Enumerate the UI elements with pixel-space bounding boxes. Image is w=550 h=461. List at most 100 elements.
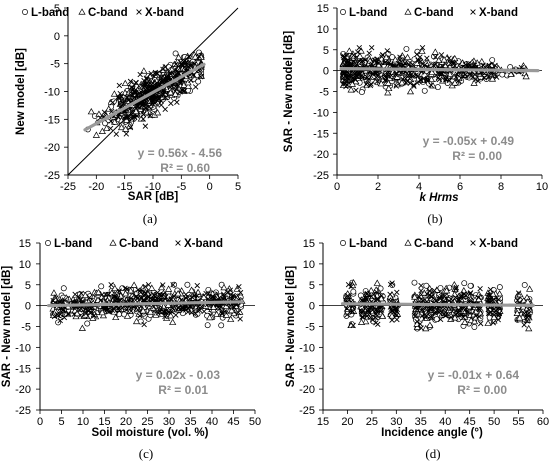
point-x-band <box>189 294 195 300</box>
point-x-band <box>418 282 424 289</box>
point-x-band <box>201 308 207 315</box>
point-x-band <box>383 74 389 81</box>
point-c-band <box>362 317 370 325</box>
point-x-band <box>397 54 403 60</box>
point-x-band <box>421 75 427 82</box>
point-x-band <box>492 62 498 69</box>
point-c-band <box>451 314 459 321</box>
point-x-band <box>109 307 116 314</box>
point-x-band <box>430 62 437 69</box>
x-tick-label: 15 <box>98 416 110 428</box>
point-x-band <box>437 316 444 323</box>
point-c-band <box>384 79 392 86</box>
point-x-band <box>155 310 161 316</box>
point-x-band <box>140 116 146 122</box>
regression-equation: y = -0.05x + 0.49 <box>423 134 515 148</box>
point-x-band <box>162 313 168 320</box>
point-c-band <box>345 47 353 54</box>
legend-label: L-band <box>349 7 387 19</box>
point-x-band <box>354 73 361 79</box>
y-tick-label: -15 <box>313 128 329 140</box>
point-x-band <box>103 291 109 298</box>
point-c-band <box>50 289 58 296</box>
y-tick-label: 10 <box>303 259 315 271</box>
point-x-band <box>353 87 359 93</box>
point-x-band <box>453 284 459 291</box>
point-x-band <box>476 313 482 320</box>
point-c-band <box>121 125 130 132</box>
point-x-band <box>152 69 159 76</box>
point-x-band <box>162 94 169 101</box>
chart-panel-b: 0 2 4 6 8 10 -25 -20 -15 -10 -5 0 5 10 15 L-band C-band X… <box>283 3 548 226</box>
x-tick-label: 30 <box>390 416 402 428</box>
x-tick-label: 0 <box>334 181 340 193</box>
point-x-band <box>71 311 77 317</box>
x-tick-label: 5 <box>235 181 241 193</box>
y-tick-label: 10 <box>317 24 329 36</box>
point-x-band <box>364 313 370 319</box>
point-x-band <box>152 297 159 303</box>
point-x-band <box>164 75 171 81</box>
point-c-band <box>507 70 515 77</box>
point-c-band <box>110 90 118 97</box>
point-x-band <box>360 308 367 314</box>
point-x-band <box>472 76 478 83</box>
point-x-band <box>375 321 381 328</box>
point-x-band <box>496 310 503 317</box>
point-c-band <box>525 324 533 332</box>
point-x-band <box>350 52 357 59</box>
y-tick-label: 15 <box>303 238 315 250</box>
point-x-band <box>117 90 123 97</box>
regression-equation: y = 0.56x - 4.56 <box>138 146 223 160</box>
point-x-band <box>359 72 365 79</box>
point-x-band <box>194 282 200 289</box>
x-tick-label: 20 <box>120 416 132 428</box>
point-c-band <box>451 54 459 62</box>
point-c-band <box>187 286 196 293</box>
point-c-band <box>89 314 97 321</box>
point-x-band <box>342 70 348 76</box>
point-l-band <box>461 280 468 287</box>
point-x-band <box>366 50 372 56</box>
point-c-band <box>81 291 89 299</box>
point-x-band <box>418 325 424 331</box>
point-x-band <box>230 295 237 302</box>
point-x-band <box>127 124 134 131</box>
y-tick-label: -10 <box>313 107 329 119</box>
point-x-band <box>108 118 114 124</box>
point-c-band <box>377 295 385 302</box>
legend-label: X-band <box>479 238 518 250</box>
point-x-band <box>128 308 134 314</box>
r-squared: R² = 0.60 <box>160 161 210 175</box>
point-x-band <box>352 76 358 83</box>
y-tick-label: -10 <box>15 342 31 354</box>
point-x-band <box>472 71 478 78</box>
point-x-band <box>475 306 482 312</box>
point-x-band <box>443 77 449 83</box>
point-x-band <box>54 311 61 317</box>
point-x-band <box>396 61 403 67</box>
point-x-band <box>419 313 425 319</box>
point-x-band <box>174 99 180 105</box>
point-c-band <box>130 281 138 288</box>
point-x-band <box>344 82 351 88</box>
x-tick-label: 25 <box>366 416 378 428</box>
point-x-band <box>179 305 186 312</box>
point-x-band <box>173 312 179 318</box>
point-c-band <box>52 307 60 315</box>
point-c-band <box>167 312 175 319</box>
point-l-band <box>204 322 211 329</box>
point-c-band <box>200 293 208 300</box>
point-c-band <box>366 57 374 64</box>
point-x-band <box>61 297 68 303</box>
point-c-band <box>140 67 148 74</box>
point-x-band <box>197 74 204 80</box>
point-x-band <box>107 125 114 132</box>
point-x-band <box>116 305 123 311</box>
point-x-band <box>185 309 191 315</box>
point-c-band <box>413 59 421 66</box>
point-x-band <box>452 294 459 301</box>
point-x-band <box>137 313 143 319</box>
point-c-band <box>227 315 235 322</box>
point-x-band <box>490 320 497 326</box>
